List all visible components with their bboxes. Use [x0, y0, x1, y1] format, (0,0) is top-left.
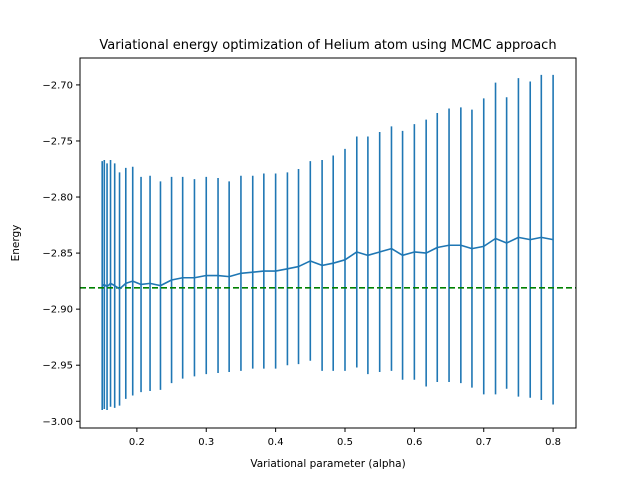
x-tick-label: 0.2: [129, 437, 145, 448]
x-tick-label: 0.3: [198, 437, 214, 448]
y-tick-label: −2.75: [42, 136, 73, 147]
x-tick-label: 0.8: [545, 437, 561, 448]
y-tick-label: −3.00: [42, 417, 73, 428]
y-tick-label: −2.85: [42, 249, 73, 260]
y-tick-label: −2.80: [42, 193, 73, 204]
x-tick-label: 0.6: [406, 437, 422, 448]
y-tick-label: −2.90: [42, 305, 73, 316]
y-tick-label: −2.70: [42, 80, 73, 91]
x-axis-label: Variational parameter (alpha): [250, 458, 405, 470]
x-tick-label: 0.5: [337, 437, 353, 448]
y-axis-label: Energy: [10, 225, 22, 262]
x-tick-label: 0.7: [476, 437, 492, 448]
y-tick-label: −2.95: [42, 361, 73, 372]
energy-series-line: [101, 236, 554, 290]
axes-frame: [79, 57, 577, 429]
plot-area: 0.2 0.3 0.4 0.5 0.6 0.7 0.8 −3.00 −2.95 −2.90 −2.8…: [42, 74, 576, 448]
chart-title: Variational energy optimization of Heliu…: [99, 38, 556, 53]
x-tick-label: 0.4: [268, 437, 284, 448]
